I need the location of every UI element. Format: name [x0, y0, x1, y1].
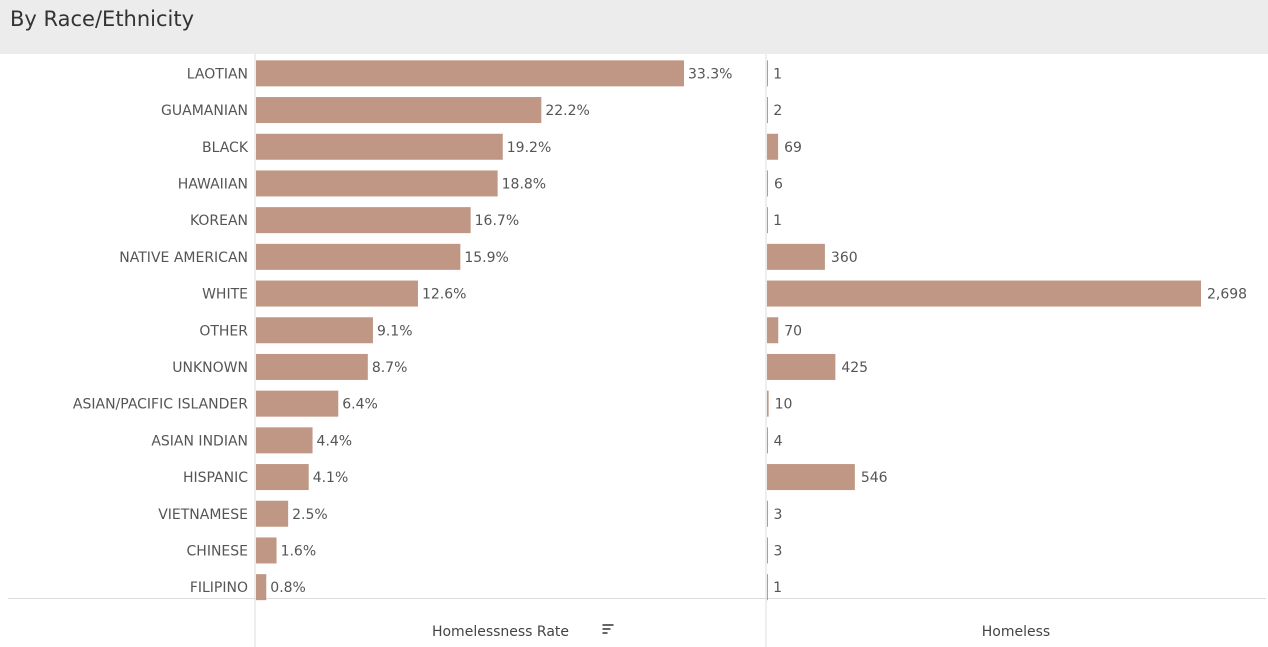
chart-title: By Race/Ethnicity — [10, 7, 195, 31]
rate-bar — [256, 133, 503, 160]
category-label: ASIAN INDIAN — [151, 433, 248, 449]
rate-bar — [256, 170, 498, 197]
homeless-value-label: 3 — [773, 507, 782, 523]
category-label: NATIVE AMERICAN — [119, 250, 248, 266]
homeless-value-label: 360 — [831, 250, 858, 266]
homeless-value-label: 70 — [784, 323, 802, 339]
homeless-bar — [767, 243, 825, 270]
rate-value-label: 22.2% — [545, 103, 589, 119]
homeless-value-label: 6 — [774, 176, 783, 192]
category-label: HISPANIC — [183, 470, 248, 486]
category-label: UNKNOWN — [172, 360, 248, 376]
homeless-bar — [767, 390, 769, 417]
rate-bar — [256, 574, 267, 601]
axis-title-homeless: Homeless — [982, 624, 1050, 640]
rate-bar — [256, 280, 418, 307]
homeless-value-label: 2 — [773, 103, 782, 119]
category-label: WHITE — [202, 287, 248, 303]
category-label: KOREAN — [190, 213, 248, 229]
homeless-bar — [767, 353, 836, 380]
rate-value-label: 0.8% — [270, 580, 306, 596]
category-label: FILIPINO — [190, 580, 248, 596]
rate-bar — [256, 243, 461, 270]
homeless-value-label: 1 — [773, 580, 782, 596]
homeless-value-label: 10 — [775, 397, 793, 413]
rate-value-label: 6.4% — [342, 397, 378, 413]
rate-value-label: 1.6% — [281, 543, 317, 559]
category-label: HAWAIIAN — [178, 176, 248, 192]
sort-icon[interactable] — [602, 624, 614, 634]
rate-value-label: 4.1% — [313, 470, 349, 486]
rate-value-label: 9.1% — [377, 323, 413, 339]
rate-bar — [256, 390, 339, 417]
homeless-bar — [767, 537, 768, 564]
category-label: ASIAN/PACIFIC ISLANDER — [73, 397, 248, 413]
category-label: VIETNAMESE — [158, 507, 248, 523]
rate-value-label: 12.6% — [422, 287, 466, 303]
homeless-value-label: 3 — [773, 543, 782, 559]
axis-title-rate: Homelessness Rate — [432, 624, 569, 640]
homeless-value-label: 2,698 — [1207, 287, 1247, 303]
rate-value-label: 19.2% — [507, 140, 551, 156]
homeless-bar — [767, 427, 768, 454]
homeless-bar — [767, 574, 768, 601]
homeless-value-label: 4 — [774, 433, 783, 449]
homeless-value-label: 69 — [784, 140, 802, 156]
homeless-bar — [767, 133, 779, 160]
rate-bar — [256, 97, 542, 124]
rate-bar — [256, 353, 368, 380]
homeless-bar — [767, 60, 768, 87]
rate-bar — [256, 500, 289, 527]
rate-bar — [256, 207, 471, 234]
rate-bar — [256, 317, 373, 344]
category-label: BLACK — [202, 140, 249, 156]
homeless-value-label: 1 — [773, 66, 782, 82]
homeless-bar — [767, 280, 1201, 307]
rate-value-label: 8.7% — [372, 360, 408, 376]
rate-value-label: 15.9% — [464, 250, 508, 266]
chart-header: By Race/Ethnicity — [0, 0, 1268, 54]
category-label: OTHER — [199, 323, 248, 339]
homeless-bar — [767, 317, 779, 344]
rate-bar — [256, 464, 309, 491]
rate-bar — [256, 60, 684, 87]
homeless-bar — [767, 207, 768, 234]
homeless-bar — [767, 97, 768, 124]
homeless-bar — [767, 464, 855, 491]
rate-value-label: 16.7% — [475, 213, 519, 229]
category-label: CHINESE — [187, 543, 248, 559]
homeless-bar — [767, 170, 768, 197]
rate-value-label: 2.5% — [292, 507, 328, 523]
rate-value-label: 4.4% — [317, 433, 353, 449]
chart-panel: LAOTIAN 33.3% 1 GUAMANIAN 22.2% 2 BLACK 19.2% 69… — [8, 54, 1266, 647]
category-label: GUAMANIAN — [161, 103, 248, 119]
homeless-value-label: 546 — [861, 470, 888, 486]
category-label: LAOTIAN — [187, 66, 248, 82]
rate-value-label: 18.8% — [502, 176, 546, 192]
rate-bar — [256, 537, 277, 564]
homeless-value-label: 1 — [773, 213, 782, 229]
homeless-value-label: 425 — [841, 360, 868, 376]
rate-value-label: 33.3% — [688, 66, 732, 82]
rate-bar — [256, 427, 313, 454]
homeless-bar — [767, 500, 768, 527]
